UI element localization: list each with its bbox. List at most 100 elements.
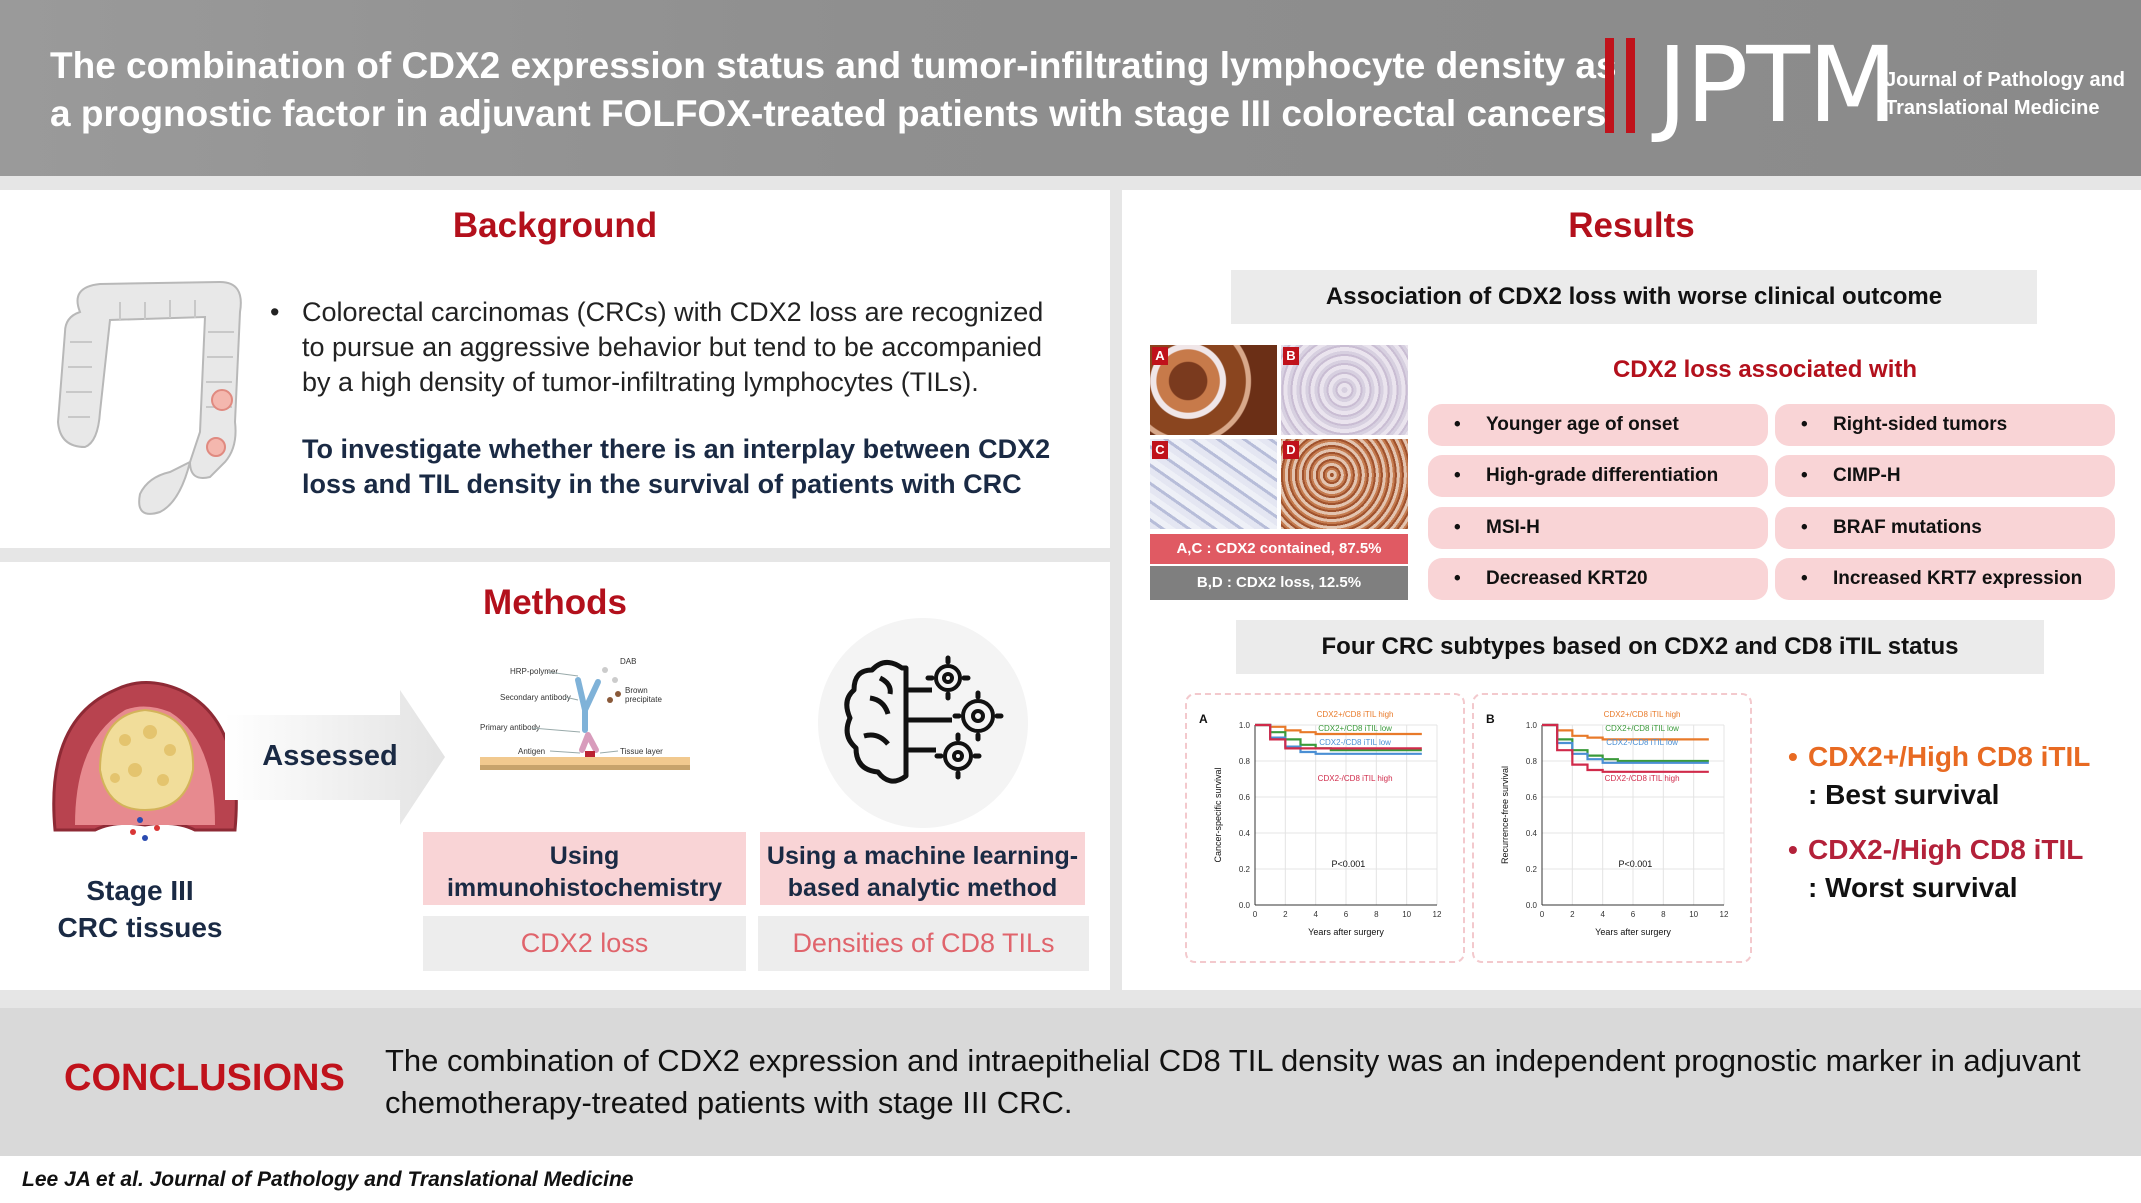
km-ytick: 0.4 — [1239, 829, 1251, 838]
km-legend-label: CDX2-/CD8 iTIL low — [1319, 738, 1391, 747]
km-legend-label: CDX2-/CD8 iTIL high — [1318, 774, 1393, 783]
conclusions-title: CONCLUSIONS — [64, 1057, 345, 1099]
caption-bd: B,D : CDX2 loss, 12.5% — [1150, 566, 1408, 600]
sample-label-line-2: CRC tissues — [57, 912, 223, 943]
km-curve — [1255, 723, 1422, 736]
km-pvalue: P<0.001 — [1331, 859, 1365, 869]
ihc-method-line-2: immunohistochemistry — [446, 874, 723, 902]
best-outcome-group: CDX2+/High CD8 iTIL — [1808, 741, 2091, 772]
micrograph-c: C — [1150, 439, 1277, 529]
km-ytick: 0.4 — [1526, 829, 1538, 838]
km-pvalue: P<0.001 — [1618, 859, 1652, 869]
logo-wordmark: JPTM — [1657, 24, 1898, 146]
background-point-text: Colorectal carcinomas (CRCs) with CDX2 l… — [302, 297, 1044, 397]
association-text: Younger age of onset — [1486, 414, 1679, 435]
association-text: CIMP-H — [1833, 465, 1901, 486]
km-legend-label: CDX2+/CD8 iTIL high — [1604, 710, 1681, 719]
bullet: • — [1454, 414, 1461, 435]
worst-outcome-label: : Worst survival — [1808, 872, 2018, 903]
km-legend-label: CDX2-/CD8 iTIL low — [1606, 738, 1678, 747]
km-ytick: 1.0 — [1239, 721, 1251, 730]
km-ytick: 0.8 — [1239, 757, 1251, 766]
km-legend-label: CDX2+/CD8 iTIL low — [1605, 724, 1679, 733]
km-ytick: 0.8 — [1526, 757, 1538, 766]
association-pill: • Right-sided tumors — [1775, 404, 2115, 446]
km-ytick: 0.6 — [1526, 793, 1538, 802]
bullet: • — [270, 297, 280, 327]
km-xtick: 6 — [1344, 910, 1349, 919]
km-ytick: 0.6 — [1239, 793, 1251, 802]
bullet: • — [1801, 465, 1808, 486]
study-aim: To investigate whether there is an inter… — [302, 434, 1051, 499]
association-text: Increased KRT7 expression — [1833, 568, 2083, 589]
ihc-method-box: Using immunohistochemistry — [423, 832, 746, 905]
km-curve — [1255, 723, 1422, 755]
bullet: • — [1788, 834, 1798, 865]
km-ylabel: Cancer-specific survival — [1213, 767, 1223, 862]
km-panel-b: B 0.0 0.2 0.4 0.6 0.8 1.0 0 2 4 6 8 10 12 Years after … — [1472, 693, 1752, 963]
association-pill: • Increased KRT7 expression — [1775, 558, 2115, 600]
km-xtick: 12 — [1433, 910, 1442, 919]
conclusions-text: The combination of CDX2 expression and i… — [385, 1043, 2081, 1120]
worst-outcome-group: CDX2-/High CD8 iTIL — [1808, 834, 2084, 865]
results-title: Results — [1568, 206, 1695, 245]
methods-title: Methods — [483, 583, 627, 622]
ihc-diagram: DAB HRP-polymer Brown precipitate Second… — [480, 657, 690, 770]
km-xtick: 2 — [1570, 910, 1575, 919]
association-pill: • CIMP-H — [1775, 455, 2115, 497]
ml-method-line-2: based analytic method — [787, 874, 1058, 902]
km-xtick: 8 — [1374, 910, 1379, 919]
panel-label-d: D — [1283, 441, 1299, 459]
km-legend-label: CDX2+/CD8 iTIL high — [1317, 710, 1394, 719]
panel-label-a: A — [1152, 347, 1168, 365]
sample-label-line-1: Stage III — [86, 875, 194, 906]
ihc-label-antigen: Antigen — [518, 747, 545, 756]
ihc-result: CDX2 loss — [423, 916, 746, 971]
km-panel-label: A — [1199, 712, 1208, 726]
lesion-icon — [206, 437, 226, 457]
association-heading: Association of CDX2 loss with worse clin… — [1231, 270, 2037, 324]
association-text: High-grade differentiation — [1486, 465, 1719, 486]
bullet: • — [1454, 465, 1461, 486]
conclusions-band — [0, 1008, 2141, 1156]
km-ytick: 0.0 — [1526, 901, 1538, 910]
km-xtick: 4 — [1313, 910, 1318, 919]
bullet: • — [1454, 517, 1461, 538]
km-panel-a: A 0.0 0.2 0.4 0.6 0.8 1.0 0 2 4 6 8 10 12 Years after … — [1185, 693, 1465, 963]
km-xtick: 0 — [1253, 910, 1258, 919]
km-ytick: 0.2 — [1526, 865, 1538, 874]
association-pill: • Younger age of onset — [1428, 404, 1768, 446]
ihc-micrographs: A B C D — [1150, 345, 1408, 600]
arrow-icon — [225, 690, 445, 825]
panel-label-c: C — [1152, 441, 1168, 459]
subtypes-heading: Four CRC subtypes based on CDX2 and CD8 … — [1236, 620, 2044, 674]
km-xtick: 12 — [1720, 910, 1729, 919]
title-line-1: The combination of CDX2 expression statu… — [50, 45, 1617, 86]
km-xtick: 8 — [1661, 910, 1666, 919]
assessed-label: Assessed — [262, 740, 398, 772]
bullet: • — [1801, 414, 1808, 435]
km-xtick: 2 — [1283, 910, 1288, 919]
km-chart-a: A 0.0 0.2 0.4 0.6 0.8 1.0 0 2 4 6 8 10 12 Years after … — [1199, 710, 1442, 937]
colon-icon — [56, 280, 242, 515]
km-xtick: 0 — [1540, 910, 1545, 919]
association-pill: • BRAF mutations — [1775, 507, 2115, 549]
km-ytick: 0.2 — [1239, 865, 1251, 874]
page-title: The combination of CDX2 expression statu… — [50, 42, 1617, 138]
km-xtick: 10 — [1402, 910, 1411, 919]
tumor-icon — [52, 681, 238, 841]
km-ytick: 0.0 — [1239, 901, 1251, 910]
bullet: • — [1454, 568, 1461, 589]
lesion-icon — [211, 389, 233, 411]
km-xtick: 4 — [1600, 910, 1605, 919]
ihc-label-brown: Brown — [625, 686, 648, 695]
ihc-label-hrp: HRP-polymer — [510, 667, 558, 676]
km-panel-label: B — [1486, 712, 1495, 726]
micrograph-b: B — [1281, 345, 1408, 435]
caption-ac: A,C : CDX2 contained, 87.5% — [1150, 534, 1408, 564]
row-divider — [0, 548, 1110, 562]
sample-label: Stage III CRC tissues — [40, 872, 240, 946]
bullet: • — [1801, 568, 1808, 589]
header-banner: The combination of CDX2 expression statu… — [0, 0, 2141, 176]
association-text: Right-sided tumors — [1833, 414, 2008, 435]
